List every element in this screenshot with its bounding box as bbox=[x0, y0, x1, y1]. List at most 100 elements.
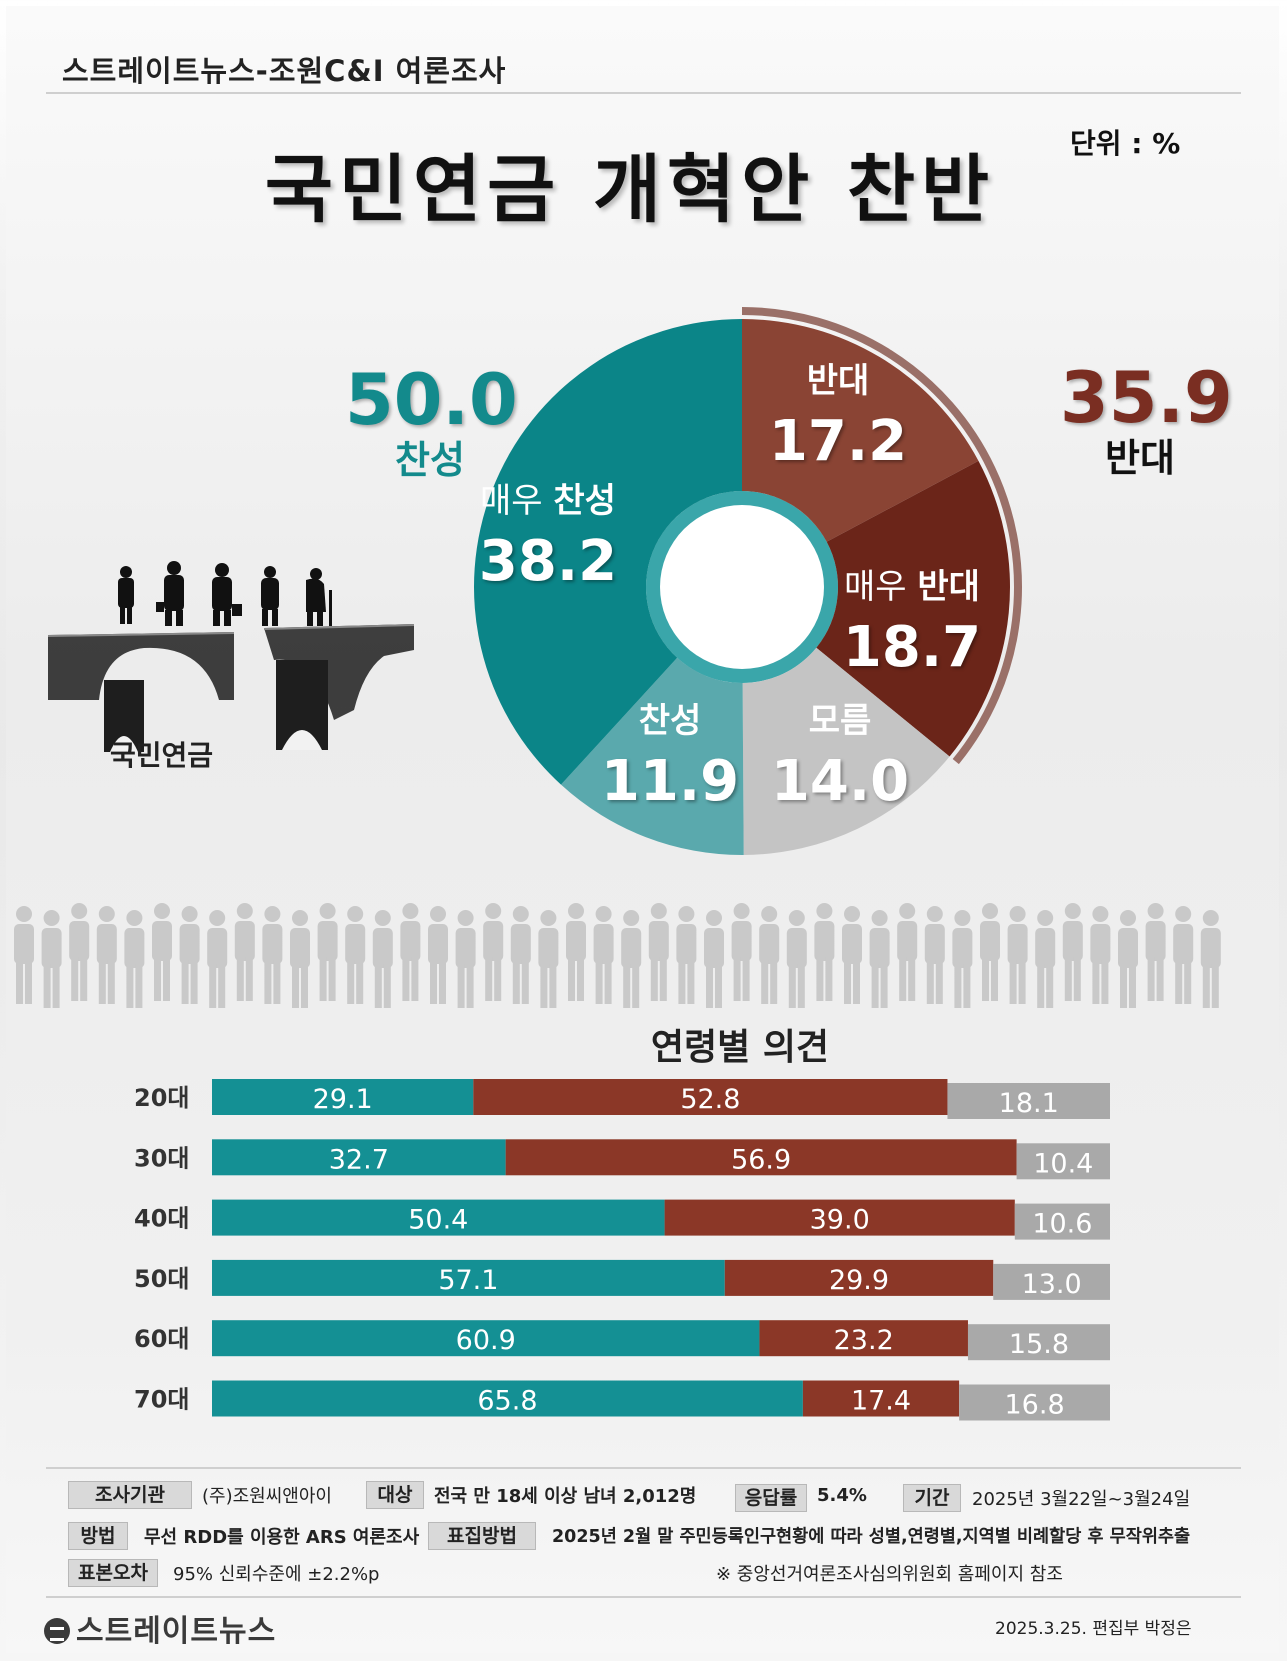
age-bar-value: 39.0 bbox=[810, 1205, 870, 1236]
age-bar-value: 16.8 bbox=[1005, 1390, 1065, 1421]
age-bar-value: 18.1 bbox=[999, 1088, 1059, 1119]
age-bar-segment bbox=[212, 1320, 760, 1357]
age-category-label: 50대 bbox=[134, 1265, 189, 1293]
age-bar-value: 52.8 bbox=[680, 1084, 740, 1115]
age-bar-value: 10.6 bbox=[1032, 1209, 1092, 1240]
crowd-silhouette-icon bbox=[14, 903, 1221, 1008]
slice-label: 매우 반대 bbox=[844, 567, 980, 607]
age-bar-value: 15.8 bbox=[1009, 1329, 1069, 1360]
age-bar-segment bbox=[947, 1083, 1110, 1119]
logo-icon bbox=[44, 1618, 70, 1644]
period-value: 2025년 3월22일~3월24일 bbox=[972, 1489, 1191, 1510]
age-bar-segment bbox=[212, 1380, 803, 1417]
target-tag: 대상 bbox=[366, 1481, 424, 1509]
age-bar-segment bbox=[759, 1320, 968, 1357]
age-bar-segment bbox=[212, 1079, 474, 1115]
age-bar-value: 56.9 bbox=[731, 1144, 791, 1175]
credit-line: 2025.3.25. 편집부 박정은 bbox=[995, 1619, 1192, 1639]
elderly-silhouettes-icon bbox=[118, 561, 332, 626]
method-value: 무선 RDD를 이용한 ARS 여론조사 bbox=[144, 1527, 420, 1548]
slice-label-strong: 찬성 bbox=[553, 481, 616, 521]
age-bar-value: 13.0 bbox=[1022, 1269, 1082, 1300]
slice-label-strong: 반대 bbox=[807, 361, 870, 401]
support-label: 찬성 bbox=[395, 438, 465, 482]
method-tag: 방법 bbox=[68, 1522, 128, 1550]
page-title: 국민연금 개혁안 찬반 bbox=[264, 147, 996, 233]
slice-value: 11.9 bbox=[601, 749, 739, 814]
donut-slice bbox=[473, 319, 742, 785]
reference-note: ※ 중앙선거여론조사심의위원회 홈페이지 참조 bbox=[716, 1564, 1063, 1585]
bridge-icon bbox=[47, 624, 415, 752]
slice-label-strong: 모름 bbox=[809, 701, 872, 741]
age-bar-value: 57.1 bbox=[438, 1265, 498, 1296]
age-bar-segment bbox=[993, 1263, 1110, 1300]
error-value: 95% 신뢰수준에 ±2.2%p bbox=[173, 1564, 380, 1585]
age-bar-segment bbox=[473, 1079, 948, 1115]
age-chart-title: 연령별 의견 bbox=[650, 1027, 830, 1068]
oppose-label: 반대 bbox=[1105, 436, 1175, 480]
slice-value: 18.7 bbox=[843, 615, 981, 680]
slice-label: 모름 bbox=[809, 701, 872, 741]
agency-value: (주)조원씨앤아이 bbox=[202, 1486, 332, 1507]
footer-bottom-divider bbox=[46, 1596, 1241, 1598]
age-bar-value: 65.8 bbox=[477, 1386, 537, 1417]
age-category-label: 60대 bbox=[134, 1325, 189, 1353]
age-category-label: 30대 bbox=[134, 1144, 189, 1172]
footer-top-divider bbox=[46, 1467, 1241, 1469]
age-bar-segment bbox=[664, 1199, 1015, 1236]
sampling-value: 2025년 2월 말 주민등록인구현황에 따라 성별,연령별,지역별 비례할당 … bbox=[552, 1527, 1191, 1547]
age-bar-segment bbox=[505, 1139, 1017, 1176]
slice-label-prefix: 매우 bbox=[844, 567, 917, 607]
age-bar-segment bbox=[212, 1199, 665, 1236]
age-bar-value: 50.4 bbox=[408, 1205, 468, 1236]
logo-text: 스트레이트뉴스 bbox=[76, 1614, 277, 1649]
age-bar-segment bbox=[967, 1324, 1110, 1361]
target-value: 전국 만 18세 이상 남녀 2,012명 bbox=[434, 1486, 697, 1507]
response-value: 5.4% bbox=[817, 1485, 867, 1506]
donut-chart: 반대 17.2 매우 반대 18.7 모름 14.0 찬성 11.9 매우 찬성 38.2 bbox=[473, 307, 1022, 855]
survey-source: 스트레이트뉴스-조원C&I 여론조사 bbox=[62, 54, 507, 88]
slice-label-strong: 찬성 bbox=[639, 701, 702, 741]
slice-label: 반대 bbox=[807, 361, 870, 401]
oppose-total: 35.9 bbox=[1060, 357, 1233, 439]
support-summary: 50.0 찬성 bbox=[345, 359, 518, 482]
age-bar-segment bbox=[1014, 1203, 1110, 1240]
donut-hole bbox=[660, 505, 824, 669]
age-bar-value: 23.2 bbox=[834, 1325, 894, 1356]
slice-label: 찬성 bbox=[639, 701, 702, 741]
donut-slice bbox=[742, 647, 950, 855]
age-bar-value: 60.9 bbox=[456, 1325, 516, 1356]
age-category-label: 70대 bbox=[134, 1386, 189, 1414]
oppose-accent-arc bbox=[741, 307, 1022, 765]
response-tag: 응답률 bbox=[735, 1484, 807, 1512]
age-category-label: 40대 bbox=[134, 1205, 189, 1233]
age-category-label: 20대 bbox=[134, 1084, 189, 1112]
age-bar-value: 29.9 bbox=[829, 1265, 889, 1296]
age-bar-value: 32.7 bbox=[329, 1144, 389, 1175]
bridge-caption: 국민연금 bbox=[110, 739, 213, 772]
age-bar-segment bbox=[212, 1139, 506, 1176]
age-bar-value: 29.1 bbox=[313, 1084, 373, 1115]
donut-slice bbox=[816, 460, 1011, 757]
age-bar-value: 17.4 bbox=[851, 1386, 911, 1417]
header-divider bbox=[46, 92, 1241, 94]
agency-tag: 조사기관 bbox=[68, 1481, 192, 1509]
age-bar-segment bbox=[1016, 1143, 1110, 1180]
donut-slice bbox=[561, 657, 744, 855]
sampling-tag: 표집방법 bbox=[428, 1522, 536, 1550]
slice-value: 38.2 bbox=[479, 529, 617, 594]
age-bar-segment bbox=[802, 1380, 960, 1417]
slice-label-strong: 반대 bbox=[917, 567, 980, 607]
slice-value: 17.2 bbox=[769, 409, 907, 474]
donut-slice bbox=[742, 319, 979, 542]
publisher-logo: 스트레이트뉴스 bbox=[44, 1606, 276, 1650]
age-bar-segment bbox=[724, 1259, 994, 1296]
oppose-summary: 35.9 반대 bbox=[1060, 357, 1233, 480]
age-bar-segment bbox=[959, 1384, 1110, 1421]
error-tag: 표본오차 bbox=[68, 1559, 158, 1587]
support-total: 50.0 bbox=[345, 359, 518, 441]
slice-label: 매우 찬성 bbox=[480, 481, 616, 521]
period-tag: 기간 bbox=[903, 1484, 961, 1512]
slice-value: 14.0 bbox=[771, 749, 909, 814]
